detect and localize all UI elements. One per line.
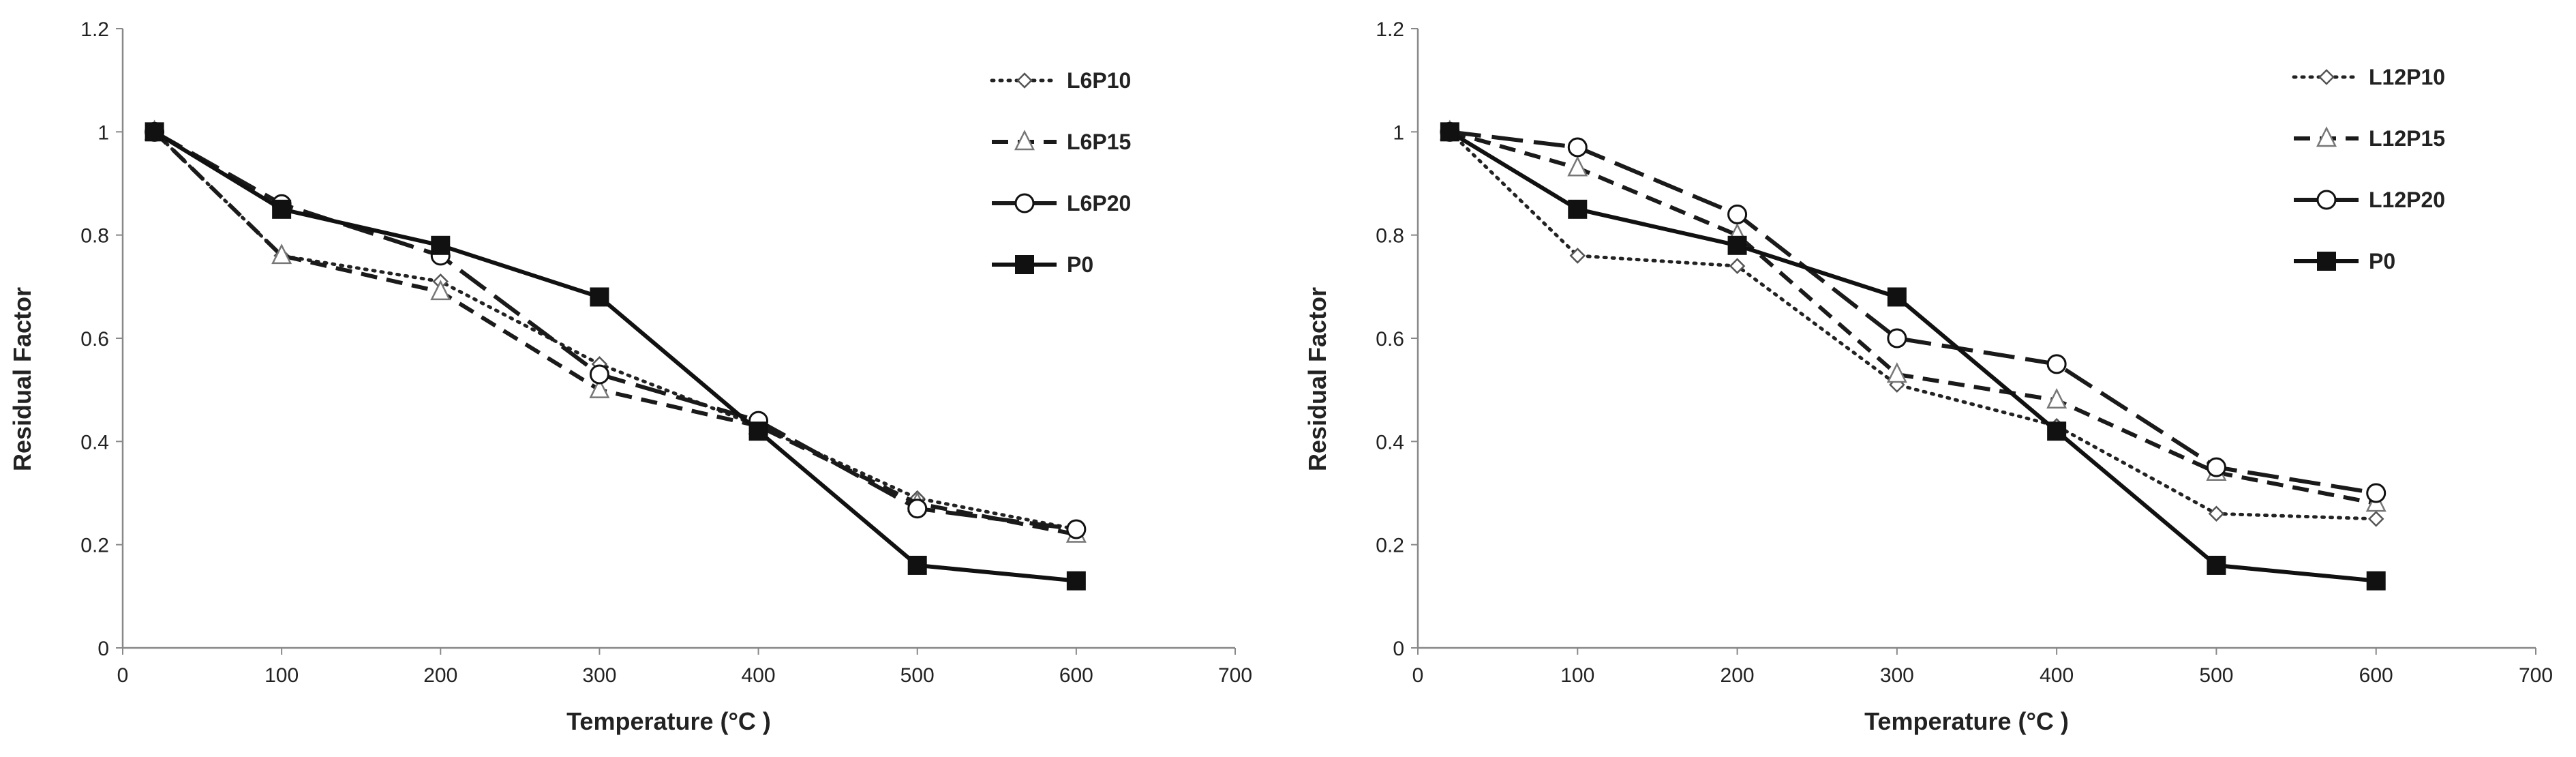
data-point-l12p20 [2366,483,2386,503]
x-tick-label: 0 [1412,664,1424,687]
legend-marker-p0 [2317,252,2336,271]
series-line-p0 [1449,130,2377,583]
legend-label-l12p10: L12P10 [2369,65,2445,89]
legend-marker-l6p20 [1014,193,1035,213]
x-tick-label: 200 [1721,664,1755,687]
data-point-p0 [431,235,451,255]
data-point-l12p10 [1569,248,1586,264]
legend-label-l12p20: L12P20 [2369,188,2445,212]
x-tick-label: 100 [264,664,299,687]
y-axis-label: Residual Factor [1303,287,1331,471]
series-line-l6p10 [153,130,1078,531]
y-tick-label: 0.2 [1376,535,1404,557]
y-tick-label: 0.6 [80,328,109,351]
y-tick-label: 1 [1393,121,1404,144]
x-tick-label: 600 [2359,664,2393,687]
data-point-l12p15 [2046,388,2067,409]
data-point-l12p20 [2046,354,2067,374]
data-point-p0 [590,287,609,307]
legend-label-l6p20: L6P20 [1067,191,1131,216]
x-axis-label: Temperature (°C ) [1864,707,2069,735]
data-point-l12p10 [2208,505,2225,522]
legend-label-l6p15: L6P15 [1067,130,1131,154]
data-point-l12p15 [1886,362,1907,383]
x-tick-label: 400 [742,664,776,687]
data-point-l12p15 [1567,155,1588,177]
y-tick-label: 1.2 [1376,18,1404,41]
data-point-p0 [748,421,768,441]
y-tick-label: 0 [97,638,109,660]
y-tick-label: 0 [1393,638,1404,660]
legend-marker-l12p20 [2316,190,2337,210]
legend-label-l6p10: L6P10 [1067,68,1131,93]
data-point-l12p20 [1887,328,1907,348]
data-point-p0 [272,199,292,219]
data-point-l12p20 [1727,204,1748,224]
data-point-p0 [145,122,164,142]
y-tick-label: 0.4 [80,431,109,454]
data-point-l6p15 [271,243,292,265]
data-point-l12p20 [2206,457,2226,477]
x-tick-label: 300 [582,664,616,687]
chart-right: 0 100 200 300 400 500 600 700 0 0.2 0.4 0.6 0.8 1 1.2 T… [1303,18,2553,735]
data-point-p0 [2207,555,2226,575]
legend-marker-l6p10 [1016,72,1033,89]
y-tick-label: 1 [97,121,109,144]
data-point-l6p15 [430,280,451,301]
data-point-p0 [2366,571,2386,591]
x-tick-label: 600 [1059,664,1093,687]
x-tick-label: 0 [117,664,129,687]
data-point-p0 [1887,287,1907,307]
x-tick-label: 200 [423,664,457,687]
legend-label-p0: P0 [2369,249,2395,273]
x-tick-label: 700 [1218,664,1252,687]
data-point-l6p20 [907,499,928,519]
series-line-l6p15 [153,130,1077,537]
x-axis-label: Temperature (°C ) [566,707,771,735]
data-point-l12p20 [1567,137,1588,158]
data-point-l12p10 [1729,258,1746,274]
y-tick-label: 1.2 [80,18,109,41]
y-tick-label: 0.8 [1376,225,1404,248]
chart-left: 0 100 200 300 400 500 600 700 0 0.2 0.4 0.6 0.8 1 1.2 T… [8,18,1252,735]
x-tick-label: 500 [900,664,935,687]
y-tick-label: 0.2 [80,535,109,557]
data-point-l6p20 [1066,519,1087,539]
y-axis-label: Residual Factor [8,287,36,471]
x-tick-label: 700 [2519,664,2553,687]
series-line-l12p10 [1448,130,2378,521]
x-tick-label: 100 [1560,664,1594,687]
data-point-p0 [1440,122,1459,142]
y-tick-label: 0.4 [1376,431,1404,454]
data-point-p0 [2047,421,2067,441]
data-point-p0 [907,555,927,575]
data-point-p0 [1066,571,1086,591]
data-point-l6p20 [589,364,609,385]
data-point-p0 [1727,235,1747,255]
series-line-l12p15 [1449,130,2377,506]
x-tick-label: 500 [2199,664,2233,687]
legend-marker-p0 [1015,255,1034,274]
x-tick-label: 400 [2040,664,2074,687]
legend-marker-l6p15 [1014,130,1035,151]
x-tick-label: 300 [1880,664,1914,687]
legend-marker-l12p15 [2316,126,2337,147]
series-line-l6p20 [153,130,1077,531]
data-point-l6p15 [589,377,610,398]
series-line-p0 [153,130,1077,583]
data-point-p0 [1568,199,1588,219]
y-tick-label: 0.6 [1376,328,1404,351]
legend-marker-l12p10 [2318,69,2335,85]
y-tick-label: 0.8 [80,225,109,248]
legend-label-l12p15: L12P15 [2369,126,2445,151]
data-point-l12p10 [2367,511,2384,527]
legend-label-p0: P0 [1067,252,1093,277]
